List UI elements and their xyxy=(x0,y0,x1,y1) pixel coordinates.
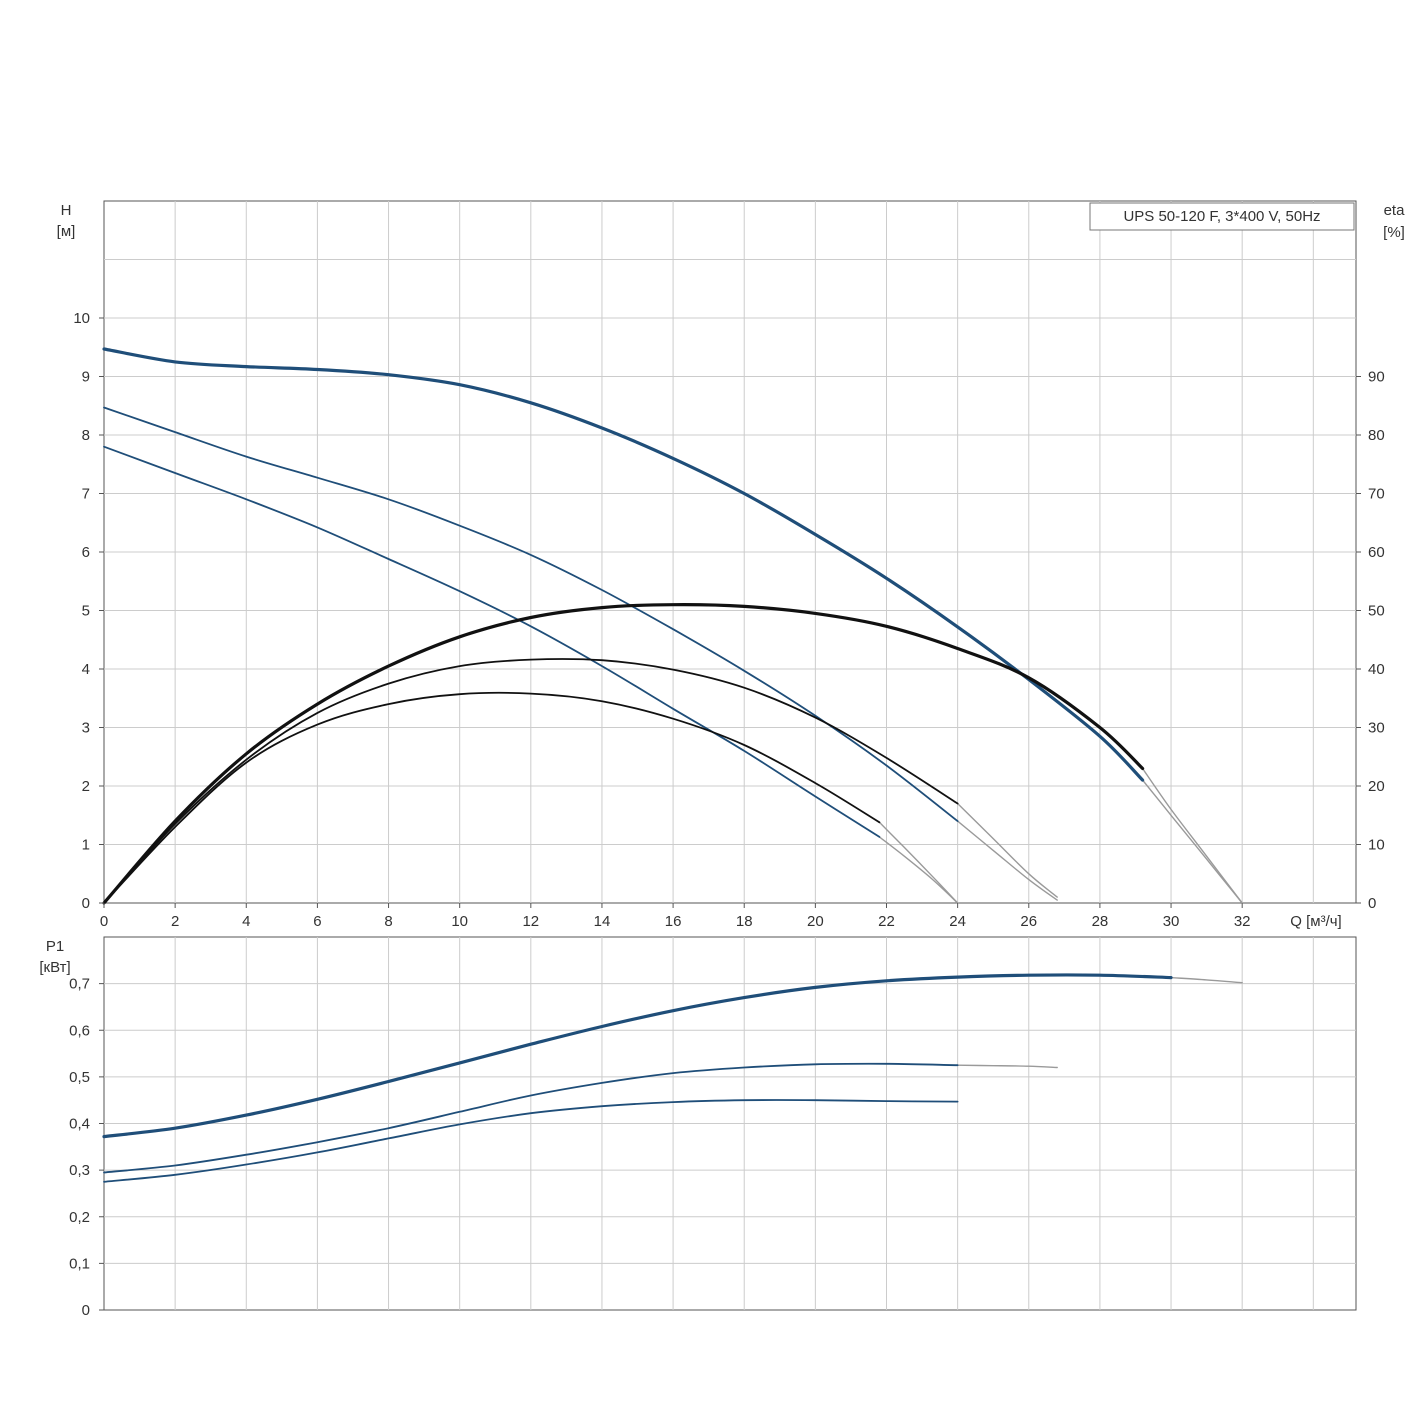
extension-curve xyxy=(878,836,959,904)
head-axis-label: H xyxy=(61,202,72,219)
efficiency-curves xyxy=(102,603,1145,905)
efficiency-tick-label: 60 xyxy=(1368,544,1385,561)
power-tick-label: 0,1 xyxy=(69,1255,90,1272)
power-tick-label: 0,2 xyxy=(69,1209,90,1226)
power-extension-curve xyxy=(1170,976,1243,984)
flow-tick-label: 10 xyxy=(451,913,468,930)
flow-tick-label: 4 xyxy=(242,913,250,930)
flow-tick-label: 32 xyxy=(1234,913,1251,930)
head-tick-label: 10 xyxy=(73,310,90,327)
power-curve xyxy=(102,973,1173,1139)
efficiency-axis-label: eta xyxy=(1384,202,1406,219)
extension-curve xyxy=(956,820,1058,901)
efficiency-tick-label: 30 xyxy=(1368,720,1385,737)
flow-axis-tick-labels: 0 2 4 6 8 10 12 14 16 18 20 22 24 26 28 30 32 xyxy=(100,903,1251,930)
power-axis-unit: [кВт] xyxy=(39,959,70,976)
flow-tick-label: 6 xyxy=(313,913,321,930)
head-tick-label: 3 xyxy=(82,720,90,737)
flow-tick-label: 12 xyxy=(522,913,539,930)
flow-tick-label: 18 xyxy=(736,913,753,930)
flow-tick-label: 2 xyxy=(171,913,179,930)
power-tick-label: 0 xyxy=(82,1302,90,1319)
flow-tick-label: 24 xyxy=(949,913,966,930)
power-axis-label: P1 xyxy=(46,938,64,955)
efficiency-curve xyxy=(103,691,881,904)
efficiency-tick-label: 10 xyxy=(1368,837,1385,854)
power-tick-label: 0,4 xyxy=(69,1116,90,1133)
flow-tick-label: 22 xyxy=(878,913,895,930)
flow-tick-label: 8 xyxy=(384,913,392,930)
flow-tick-label: 16 xyxy=(665,913,682,930)
head-tick-label: 0 xyxy=(82,895,90,912)
efficiency-tick-label: 50 xyxy=(1368,603,1385,620)
power-curves xyxy=(102,973,1173,1183)
extension-curve xyxy=(956,802,1058,898)
power-tick-label: 0,5 xyxy=(69,1069,90,1086)
power-extension-curve xyxy=(956,1064,1058,1069)
head-curve xyxy=(103,445,881,838)
flow-tick-label: 14 xyxy=(594,913,611,930)
chart-title: UPS 50-120 F, 3*400 V, 50Hz xyxy=(1123,208,1320,225)
efficiency-axis-unit: [%] xyxy=(1383,224,1405,241)
power-tick-label: 0,3 xyxy=(69,1162,90,1179)
power-axis-tick-labels: 0 0,1 0,2 0,3 0,4 0,5 0,6 0,7 xyxy=(69,976,104,1319)
head-tick-label: 1 xyxy=(82,837,90,854)
flow-tick-label: 30 xyxy=(1163,913,1180,930)
efficiency-tick-label: 70 xyxy=(1368,486,1385,503)
extension-curve xyxy=(878,821,959,904)
extension-curve xyxy=(1141,767,1243,904)
head-tick-label: 5 xyxy=(82,603,90,620)
head-extension-curves xyxy=(878,767,1243,904)
power-tick-label: 0,6 xyxy=(69,1022,90,1039)
chart-title-box: UPS 50-120 F, 3*400 V, 50Hz xyxy=(1089,202,1355,231)
extension-curve xyxy=(1141,779,1243,904)
efficiency-tick-label: 40 xyxy=(1368,661,1385,678)
power-curve xyxy=(103,1062,959,1174)
flow-axis-label: Q [м³/ч] xyxy=(1290,913,1341,930)
head-tick-label: 9 xyxy=(82,369,90,386)
efficiency-curve xyxy=(102,603,1145,905)
efficiency-curve xyxy=(103,658,959,904)
power-extension-curves xyxy=(956,976,1243,1069)
head-tick-label: 4 xyxy=(82,661,90,678)
power-tick-label: 0,7 xyxy=(69,976,90,993)
head-axis-tick-labels: 0 1 2 3 4 5 6 7 8 9 10 xyxy=(73,310,104,912)
head-grid xyxy=(104,201,1356,903)
efficiency-tick-label: 80 xyxy=(1368,427,1385,444)
head-axis-unit: [м] xyxy=(57,223,76,240)
head-tick-label: 6 xyxy=(82,544,90,561)
efficiency-axis-tick-labels: 0 10 20 30 40 50 60 70 80 90 xyxy=(1356,369,1385,912)
head-curve xyxy=(102,347,1145,782)
head-tick-label: 2 xyxy=(82,778,90,795)
head-tick-label: 8 xyxy=(82,427,90,444)
efficiency-tick-label: 0 xyxy=(1368,895,1376,912)
flow-tick-label: 0 xyxy=(100,913,108,930)
flow-tick-label: 20 xyxy=(807,913,824,930)
efficiency-tick-label: 90 xyxy=(1368,369,1385,386)
power-chart: 0 0,1 0,2 0,3 0,4 0,5 0,6 0,7 P1 [кВт] xyxy=(39,936,1357,1319)
head-efficiency-chart: 0 2 4 6 8 10 12 14 16 18 20 22 24 26 28 30 32 0123456789… xyxy=(57,200,1406,930)
power-grid xyxy=(104,937,1356,1310)
flow-tick-label: 26 xyxy=(1020,913,1037,930)
flow-tick-label: 28 xyxy=(1092,913,1109,930)
head-curves xyxy=(102,347,1145,838)
efficiency-tick-label: 20 xyxy=(1368,778,1385,795)
head-curve xyxy=(103,406,959,822)
head-tick-label: 7 xyxy=(82,486,90,503)
power-curve xyxy=(103,1099,959,1183)
